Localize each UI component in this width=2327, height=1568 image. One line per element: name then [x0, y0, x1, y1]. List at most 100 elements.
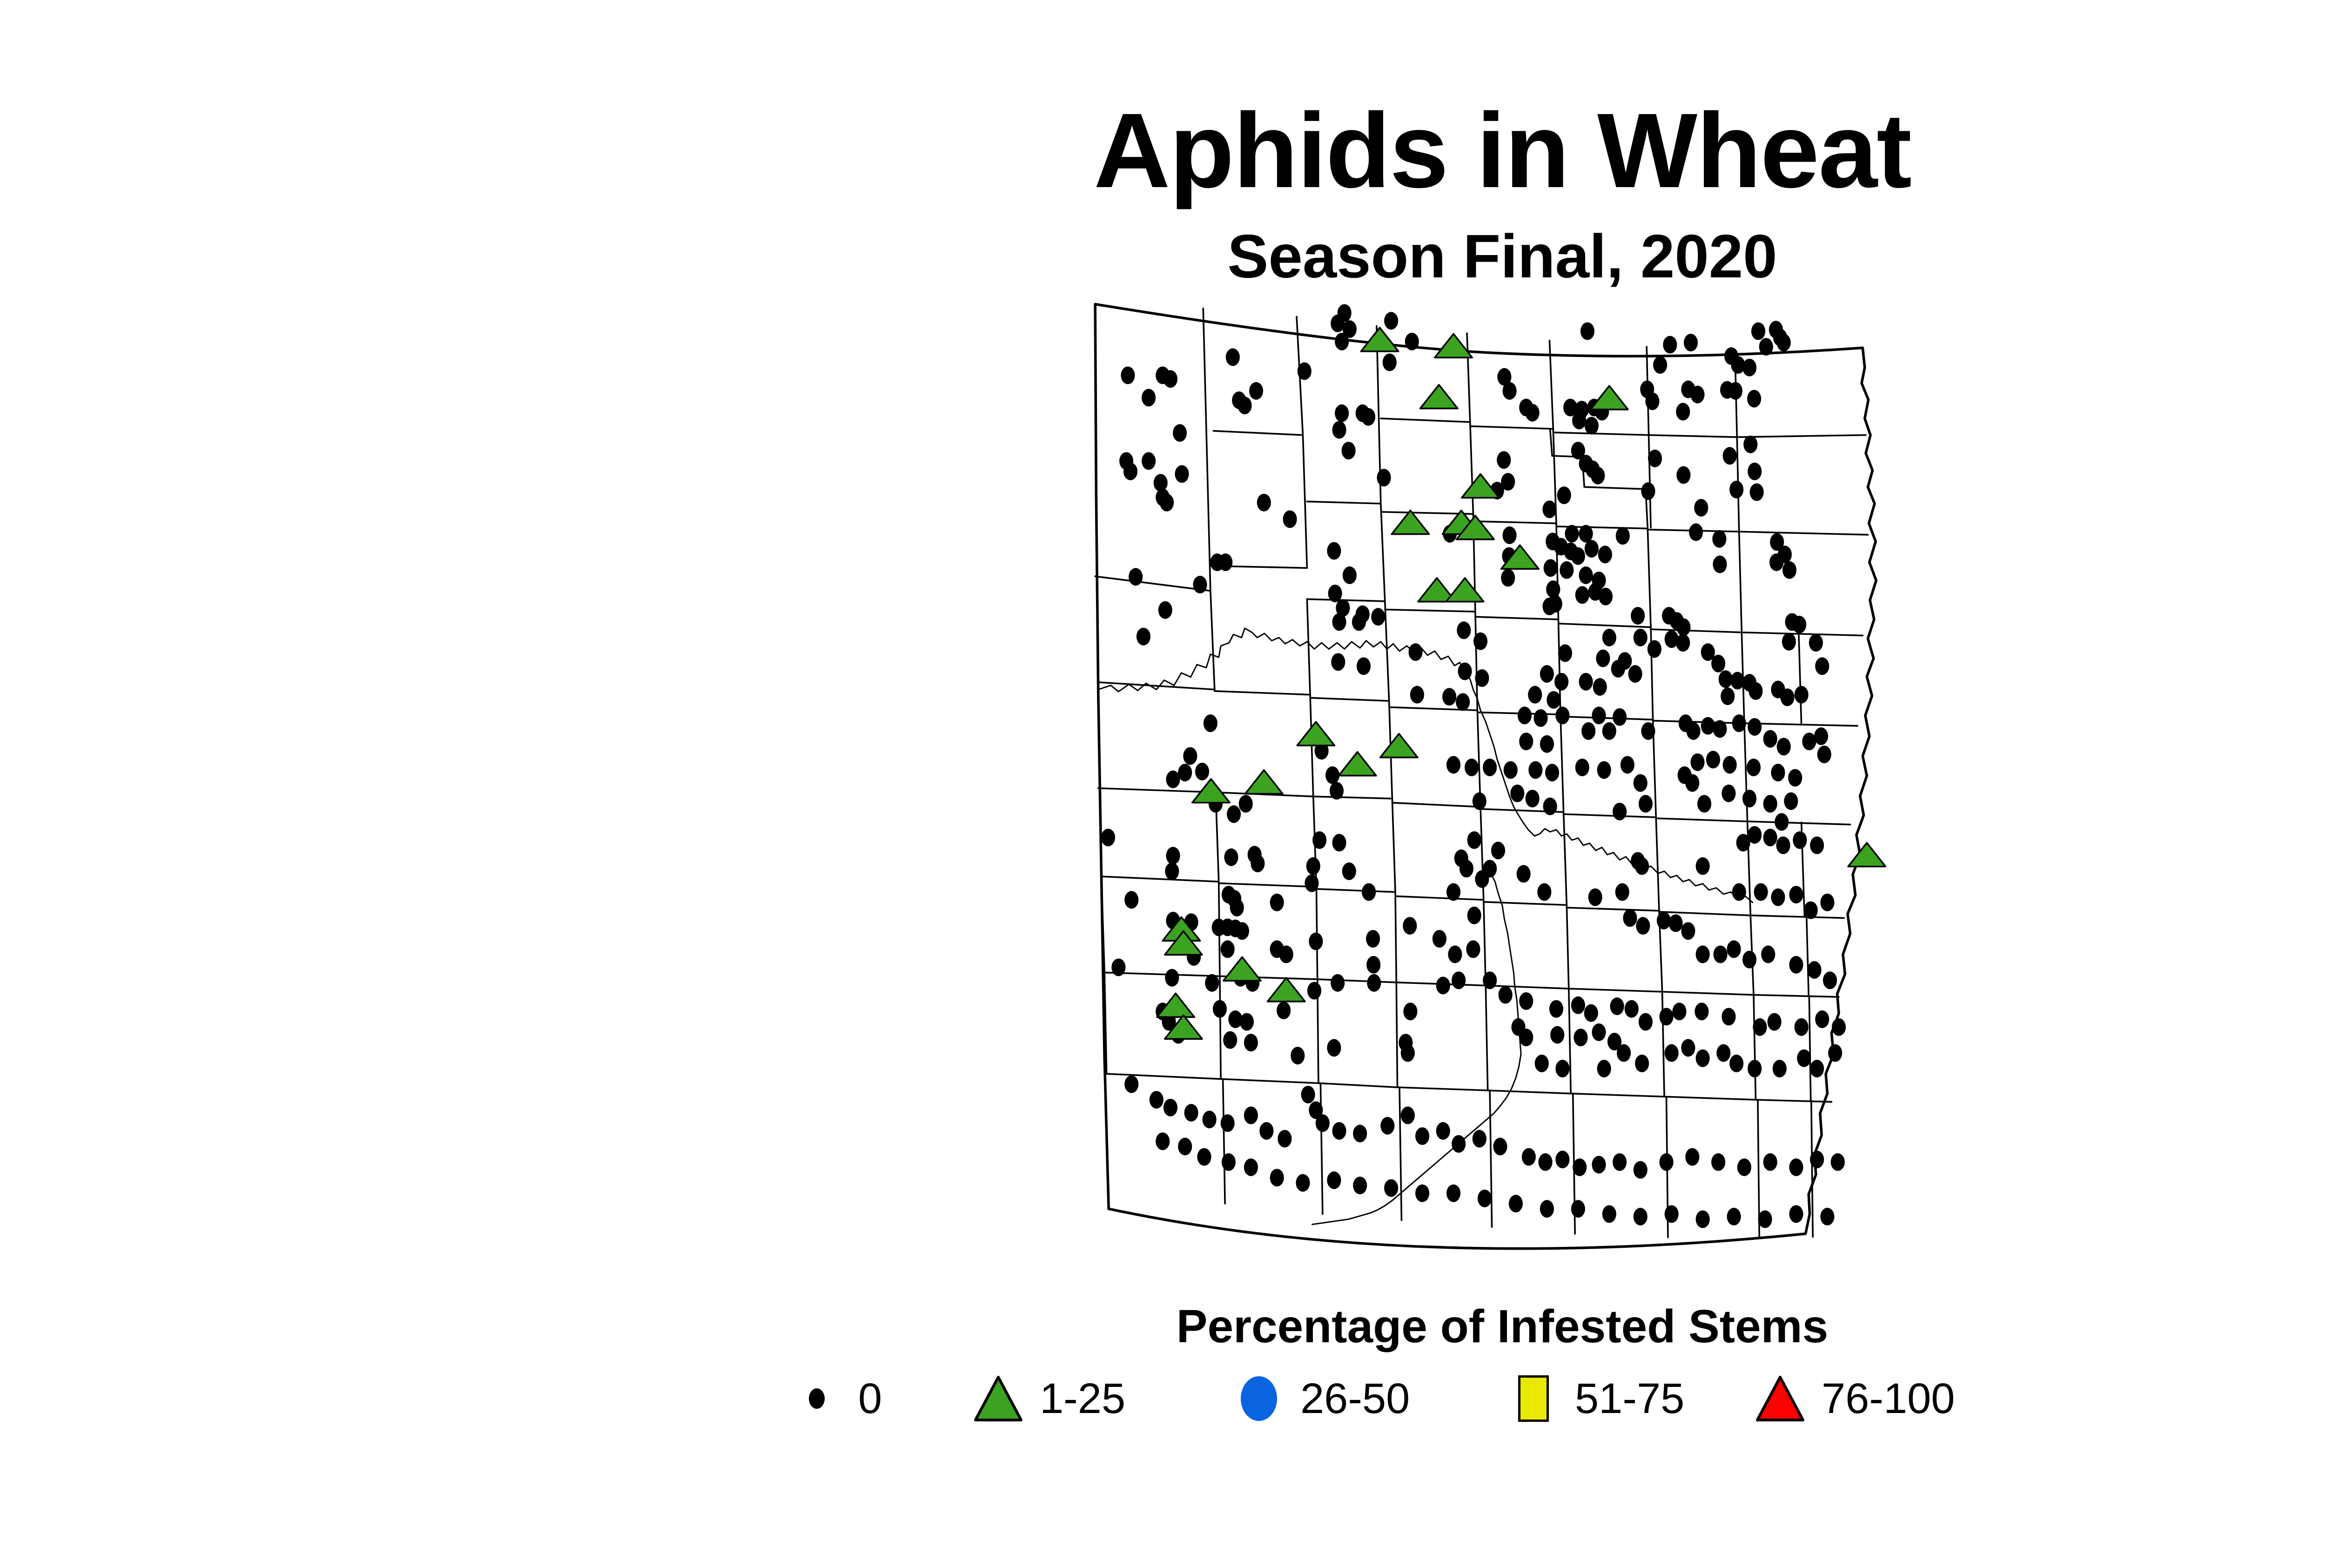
map-marker-0 [1501, 473, 1515, 491]
map-marker-0 [1519, 992, 1533, 1010]
map-marker-0 [1237, 397, 1252, 415]
legend-label: 26-50 [1300, 1375, 1410, 1422]
county-line [1652, 720, 1745, 724]
map-marker-0 [1534, 1054, 1549, 1072]
county-line [1306, 598, 1311, 696]
map-marker-0 [1753, 1018, 1767, 1036]
map-marker-0 [1810, 1151, 1824, 1169]
map-marker-0 [1713, 720, 1727, 738]
map-marker-0 [1695, 1049, 1710, 1067]
legend-item-76-100[interactable]: 76-100 [1755, 1364, 1955, 1433]
map-marker-0 [1332, 421, 1346, 439]
map-marker-0 [1659, 1008, 1674, 1026]
map-marker-0 [1371, 608, 1385, 626]
map-marker-0 [1571, 996, 1585, 1014]
legend-swatch-triangle-icon [973, 1373, 1024, 1424]
map-marker-0 [1690, 753, 1705, 771]
map-marker-0 [1820, 893, 1835, 911]
map-marker-0 [1711, 1153, 1726, 1171]
map-marker-0 [1775, 813, 1789, 831]
map-marker-0 [1748, 826, 1762, 844]
map-marker-0 [1615, 527, 1630, 545]
map-marker-0 [1557, 486, 1571, 505]
map-marker-0 [1695, 1210, 1710, 1228]
page-subtitle: Season Final, 2020 [1227, 222, 1777, 290]
map-marker-0 [1203, 714, 1217, 732]
map-marker-0 [1732, 883, 1746, 901]
map-marker-0 [1220, 1114, 1235, 1132]
map-marker-0 [1491, 841, 1506, 860]
missouri-river [1311, 870, 1522, 1225]
map-marker-0 [1722, 784, 1736, 802]
county-line [1302, 434, 1308, 569]
legend-item-51-75[interactable]: 51-75 [1508, 1364, 1684, 1433]
county-line [1103, 971, 1108, 1075]
map-marker-0 [1749, 682, 1763, 700]
county-line [1469, 421, 1474, 515]
map-marker-0 [1353, 1177, 1367, 1195]
county-line [1391, 798, 1396, 893]
map-marker-0 [1497, 368, 1512, 386]
map-marker-0 [1751, 322, 1766, 340]
county-line [1567, 988, 1572, 1095]
map-marker-0 [1633, 628, 1648, 646]
county-line [1097, 681, 1216, 691]
map-marker-0 [1336, 599, 1350, 617]
map-marker-0 [1415, 1127, 1430, 1145]
map-marker-0 [1711, 654, 1726, 673]
map-marker-0 [1742, 950, 1757, 969]
map-marker-0 [1549, 1000, 1564, 1018]
map-marker-0 [1238, 794, 1253, 813]
map-marker-0 [1175, 465, 1189, 483]
map-marker-0 [1331, 974, 1345, 992]
legend-item-0[interactable]: 0 [791, 1364, 882, 1433]
county-line [1472, 520, 1557, 525]
county-line [1655, 817, 1749, 822]
county-line [1738, 531, 1869, 536]
map-marker-1-25 [1296, 721, 1336, 747]
map-marker-0 [1503, 761, 1518, 779]
map-marker-1-25 [1419, 384, 1459, 410]
map-marker-0 [1306, 857, 1320, 875]
legend-item-1-25[interactable]: 1-25 [973, 1364, 1125, 1433]
map-marker-0 [1384, 312, 1399, 330]
map-marker-0 [1592, 1156, 1606, 1174]
map-marker-0 [1543, 797, 1557, 815]
map-marker-0 [1528, 761, 1543, 779]
county-line [1808, 996, 1812, 1102]
map-marker-0 [1540, 735, 1554, 753]
map-marker-0 [1789, 886, 1803, 904]
map-marker-0 [1803, 901, 1818, 919]
map-marker-0 [1136, 627, 1150, 646]
map-marker-0 [1690, 385, 1705, 404]
map-marker-0 [1314, 742, 1329, 760]
map-marker-0 [1560, 561, 1574, 579]
map-marker-0 [1408, 643, 1423, 661]
county-line [1220, 1078, 1319, 1084]
map-marker-0 [1550, 1026, 1565, 1044]
map-marker-0 [1573, 1158, 1587, 1176]
map-marker-0 [1124, 1075, 1139, 1093]
map-marker-0 [1436, 976, 1450, 995]
map-marker-0 [1810, 1060, 1824, 1077]
map-marker-0 [1224, 848, 1238, 866]
map-marker-0 [1327, 1039, 1341, 1057]
map-marker-0 [1446, 1184, 1461, 1202]
map-marker-0 [1706, 751, 1721, 769]
map-marker-0 [1212, 1000, 1227, 1018]
map-marker-0 [1602, 628, 1616, 646]
map-marker-0 [1602, 722, 1616, 740]
legend-item-26-50[interactable]: 26-50 [1233, 1364, 1410, 1433]
map-marker-0 [1309, 1101, 1323, 1119]
map-marker-0 [1613, 708, 1627, 726]
map-marker-0 [1802, 733, 1816, 751]
map-marker-0 [1483, 758, 1497, 776]
county-line [1312, 795, 1393, 800]
north-dakota-map[interactable] [642, 279, 2327, 1266]
map-marker-0 [1361, 408, 1376, 426]
map-marker-0 [1815, 1010, 1829, 1028]
county-line [1212, 430, 1304, 436]
map-marker-0 [1792, 616, 1807, 633]
county-line [1100, 875, 1106, 974]
county-line [1476, 709, 1481, 808]
